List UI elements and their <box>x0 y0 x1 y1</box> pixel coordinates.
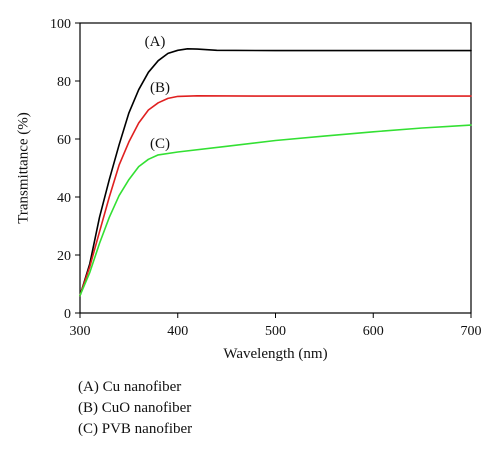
curve-labels: (A) (B) (C) <box>145 34 170 152</box>
y-tick-label: 80 <box>57 75 71 90</box>
y-tick-label: 20 <box>57 249 71 264</box>
y-tick-label: 100 <box>50 17 71 32</box>
y-tick-label: 60 <box>57 133 71 148</box>
legend-entry-a: (A) Cu nanofiber <box>78 379 182 395</box>
y-tick-label: 0 <box>64 307 71 322</box>
legend-entry-b: (B) CuO nanofiber <box>78 400 192 416</box>
plot-frame <box>79 22 472 314</box>
plot-frame-rect <box>79 22 472 314</box>
series-a-line <box>79 48 472 297</box>
x-tick-label: 700 <box>461 324 482 339</box>
x-tick-label: 400 <box>167 324 188 339</box>
series-lines <box>79 48 472 297</box>
x-axis-title: Wavelength (nm) <box>223 346 327 362</box>
y-tick-label: 40 <box>57 191 71 206</box>
x-tick-label: 600 <box>363 324 384 339</box>
curve-label-c: (C) <box>150 136 170 152</box>
axis-ticks: 300 400 500 600 700 0 20 40 60 80 100 <box>50 17 482 339</box>
x-tick-label: 300 <box>70 324 91 339</box>
curve-label-b: (B) <box>150 80 170 96</box>
y-axis-title: Transmittance (%) <box>15 112 31 224</box>
series-b-line <box>79 95 472 297</box>
x-tick-label: 500 <box>265 324 286 339</box>
legend: (A) Cu nanofiber (B) CuO nanofiber (C) P… <box>78 377 192 440</box>
curve-label-a: (A) <box>145 34 166 50</box>
series-c-line <box>79 124 472 297</box>
legend-entry-c: (C) PVB nanofiber <box>78 421 193 437</box>
